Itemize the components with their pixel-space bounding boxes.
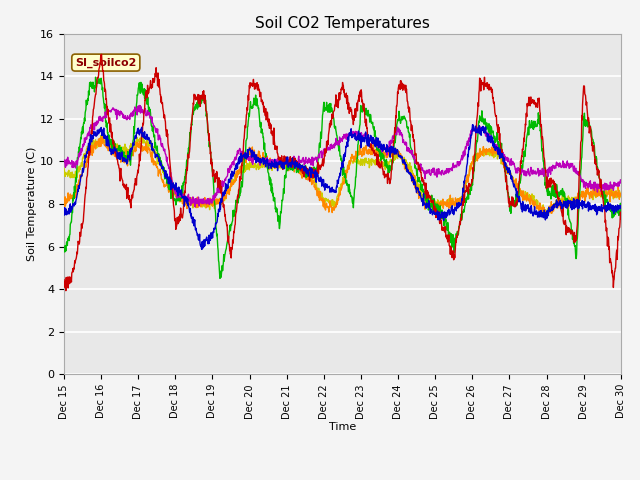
SoilT_1 bbox=[319, 157, 326, 163]
SoilT_3 bbox=[378, 162, 385, 168]
SoilT_2 bbox=[617, 192, 625, 198]
SoilT_1 bbox=[127, 201, 134, 207]
SoilT_4 bbox=[319, 112, 326, 118]
SoilT_2 bbox=[104, 145, 111, 151]
SoilT_2 bbox=[318, 198, 326, 204]
SoilT_4 bbox=[297, 168, 305, 173]
Line: SoilT_2: SoilT_2 bbox=[64, 135, 621, 218]
SoilT_1 bbox=[308, 168, 316, 174]
SoilT_1 bbox=[378, 158, 385, 164]
SoilT_4 bbox=[126, 159, 134, 165]
SoilT_5 bbox=[198, 247, 205, 252]
Line: SoilT_4: SoilT_4 bbox=[64, 77, 621, 278]
Line: SoilT_1: SoilT_1 bbox=[64, 54, 621, 291]
SoilT_5 bbox=[126, 157, 134, 163]
SoilT_5 bbox=[103, 137, 111, 143]
SoilT_5 bbox=[297, 163, 305, 168]
SoilT_3 bbox=[60, 166, 68, 171]
SoilT_5 bbox=[308, 167, 316, 172]
SoilT_4 bbox=[104, 130, 111, 136]
SoilT_6 bbox=[617, 177, 625, 183]
SoilT_3 bbox=[617, 193, 625, 199]
Y-axis label: Soil Temperature (C): Soil Temperature (C) bbox=[28, 147, 37, 261]
SoilT_2 bbox=[297, 172, 305, 178]
SoilT_5 bbox=[617, 204, 625, 209]
SoilT_6 bbox=[60, 159, 68, 165]
SoilT_4 bbox=[60, 248, 68, 253]
SoilT_6 bbox=[308, 159, 316, 165]
SoilT_1 bbox=[104, 106, 111, 112]
X-axis label: Time: Time bbox=[329, 421, 356, 432]
SoilT_2 bbox=[541, 216, 549, 221]
SoilT_4 bbox=[308, 169, 316, 175]
SoilT_5 bbox=[468, 122, 476, 128]
SoilT_1 bbox=[617, 216, 625, 222]
SoilT_6 bbox=[378, 143, 385, 148]
SoilT_1 bbox=[60, 277, 68, 283]
Line: SoilT_6: SoilT_6 bbox=[64, 106, 621, 207]
SoilT_6 bbox=[297, 159, 305, 165]
SoilT_3 bbox=[318, 190, 326, 196]
SoilT_3 bbox=[97, 133, 104, 139]
SoilT_1 bbox=[98, 51, 106, 57]
SoilT_4 bbox=[92, 74, 99, 80]
SoilT_3 bbox=[542, 216, 550, 221]
SoilT_2 bbox=[308, 180, 316, 186]
SoilT_4 bbox=[378, 150, 385, 156]
SoilT_5 bbox=[60, 211, 68, 216]
SoilT_5 bbox=[318, 181, 326, 187]
SoilT_3 bbox=[297, 167, 305, 173]
SoilT_6 bbox=[191, 204, 199, 210]
SoilT_4 bbox=[216, 276, 224, 281]
SoilT_3 bbox=[104, 139, 111, 144]
SoilT_2 bbox=[60, 200, 68, 206]
Line: SoilT_3: SoilT_3 bbox=[64, 136, 621, 218]
SoilT_6 bbox=[319, 150, 326, 156]
Line: SoilT_5: SoilT_5 bbox=[64, 125, 621, 250]
Title: Soil CO2 Temperatures: Soil CO2 Temperatures bbox=[255, 16, 430, 31]
SoilT_5 bbox=[378, 146, 385, 152]
SoilT_3 bbox=[308, 179, 316, 185]
SoilT_2 bbox=[378, 146, 385, 152]
SoilT_1 bbox=[62, 288, 70, 294]
SoilT_3 bbox=[126, 143, 134, 148]
SoilT_2 bbox=[126, 156, 134, 161]
SoilT_1 bbox=[297, 168, 305, 174]
SoilT_4 bbox=[617, 209, 625, 215]
Text: SI_soilco2: SI_soilco2 bbox=[75, 58, 136, 68]
SoilT_6 bbox=[103, 105, 111, 111]
SoilT_6 bbox=[136, 103, 143, 108]
SoilT_2 bbox=[99, 132, 107, 138]
SoilT_6 bbox=[126, 117, 134, 122]
